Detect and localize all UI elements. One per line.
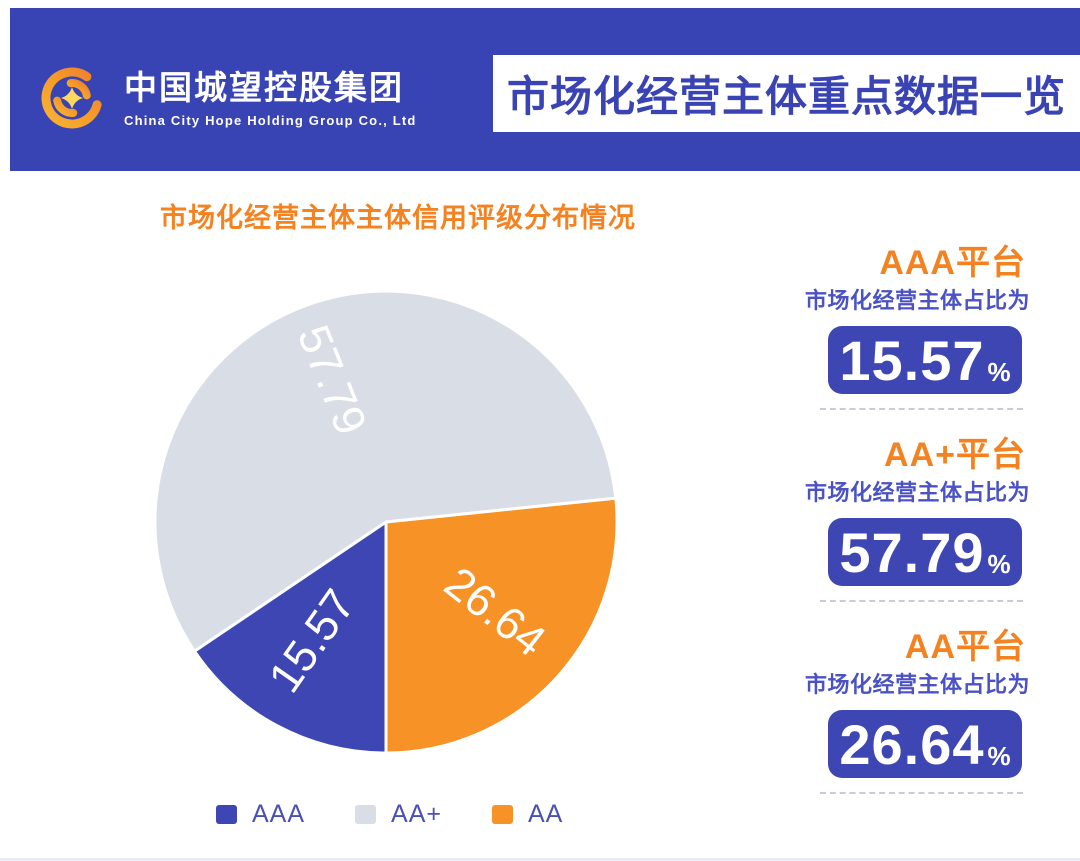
divider [820, 792, 1023, 794]
stat-platform-aa-plus: AA+平台 [884, 436, 1026, 474]
legend-label-aa-plus: AA+ [391, 800, 442, 828]
stat-value-box-aaa: 15.57 % [828, 326, 1022, 394]
stat-caption-aaa: 市场化经营主体占比为 [804, 288, 1030, 313]
pie-slice-aaa [193, 520, 388, 755]
bottom-strip [0, 858, 1080, 861]
stat-value-aa: 26.64 [839, 712, 985, 776]
stat-unit-aaa: % [987, 356, 1011, 387]
stat-block-aaa: AAA平台 市场化经营主体占比为 15.57 % [790, 243, 1030, 410]
stat-caption-aa-plus: 市场化经营主体占比为 [804, 480, 1030, 505]
legend-item-aa-plus: AA+ [355, 800, 442, 829]
stat-block-aa-plus: AA+平台 市场化经营主体占比为 57.79 % [790, 435, 1030, 602]
stat-unit-aa-plus: % [987, 548, 1011, 579]
stat-platform-aa: AA平台 [904, 628, 1026, 666]
legend-item-aaa: AAA [216, 800, 305, 829]
stat-value-aa-plus: 57.79 [839, 520, 985, 584]
legend-label-aaa: AAA [252, 800, 306, 828]
stat-value-aaa: 15.57 [839, 328, 985, 392]
stat-unit-aa: % [987, 740, 1011, 771]
pie-chart [153, 289, 619, 755]
company-name-cn: 中国城望控股集团 [124, 68, 404, 106]
header-bar: 中国城望控股集团 China City Hope Holding Group C… [10, 8, 1080, 171]
logo: 中国城望控股集团 China City Hope Holding Group C… [34, 63, 417, 133]
logo-text: 中国城望控股集团 China City Hope Holding Group C… [124, 69, 417, 128]
legend-item-aa: AA [491, 800, 564, 829]
divider [820, 600, 1023, 602]
legend-swatch-aaa [216, 805, 237, 824]
legend-swatch-aa [491, 805, 513, 824]
stat-value-box-aa: 26.64 % [828, 710, 1022, 778]
legend-swatch-aa-plus [355, 805, 377, 824]
legend-label-aa: AA [527, 800, 564, 828]
stat-value-box-aa-plus: 57.79 % [828, 518, 1022, 586]
divider [820, 408, 1023, 410]
legend: AAA AA+ AA [216, 800, 613, 829]
pie-slice-aa-plus [153, 289, 618, 653]
chart-title: 市场化经营主体主体信用评级分布情况 [160, 203, 636, 233]
pie-slice-aa [384, 496, 619, 755]
company-logo-icon [41, 67, 102, 129]
stat-block-aa: AA平台 市场化经营主体占比为 26.64 % [790, 627, 1030, 794]
banner: 市场化经营主体重点数据一览 [493, 55, 1080, 132]
company-name-en: China City Hope Holding Group Co., Ltd [124, 112, 417, 128]
stat-caption-aa: 市场化经营主体占比为 [804, 672, 1030, 697]
stat-platform-aaa: AAA平台 [879, 244, 1026, 282]
banner-title: 市场化经营主体重点数据一览 [506, 73, 1066, 120]
